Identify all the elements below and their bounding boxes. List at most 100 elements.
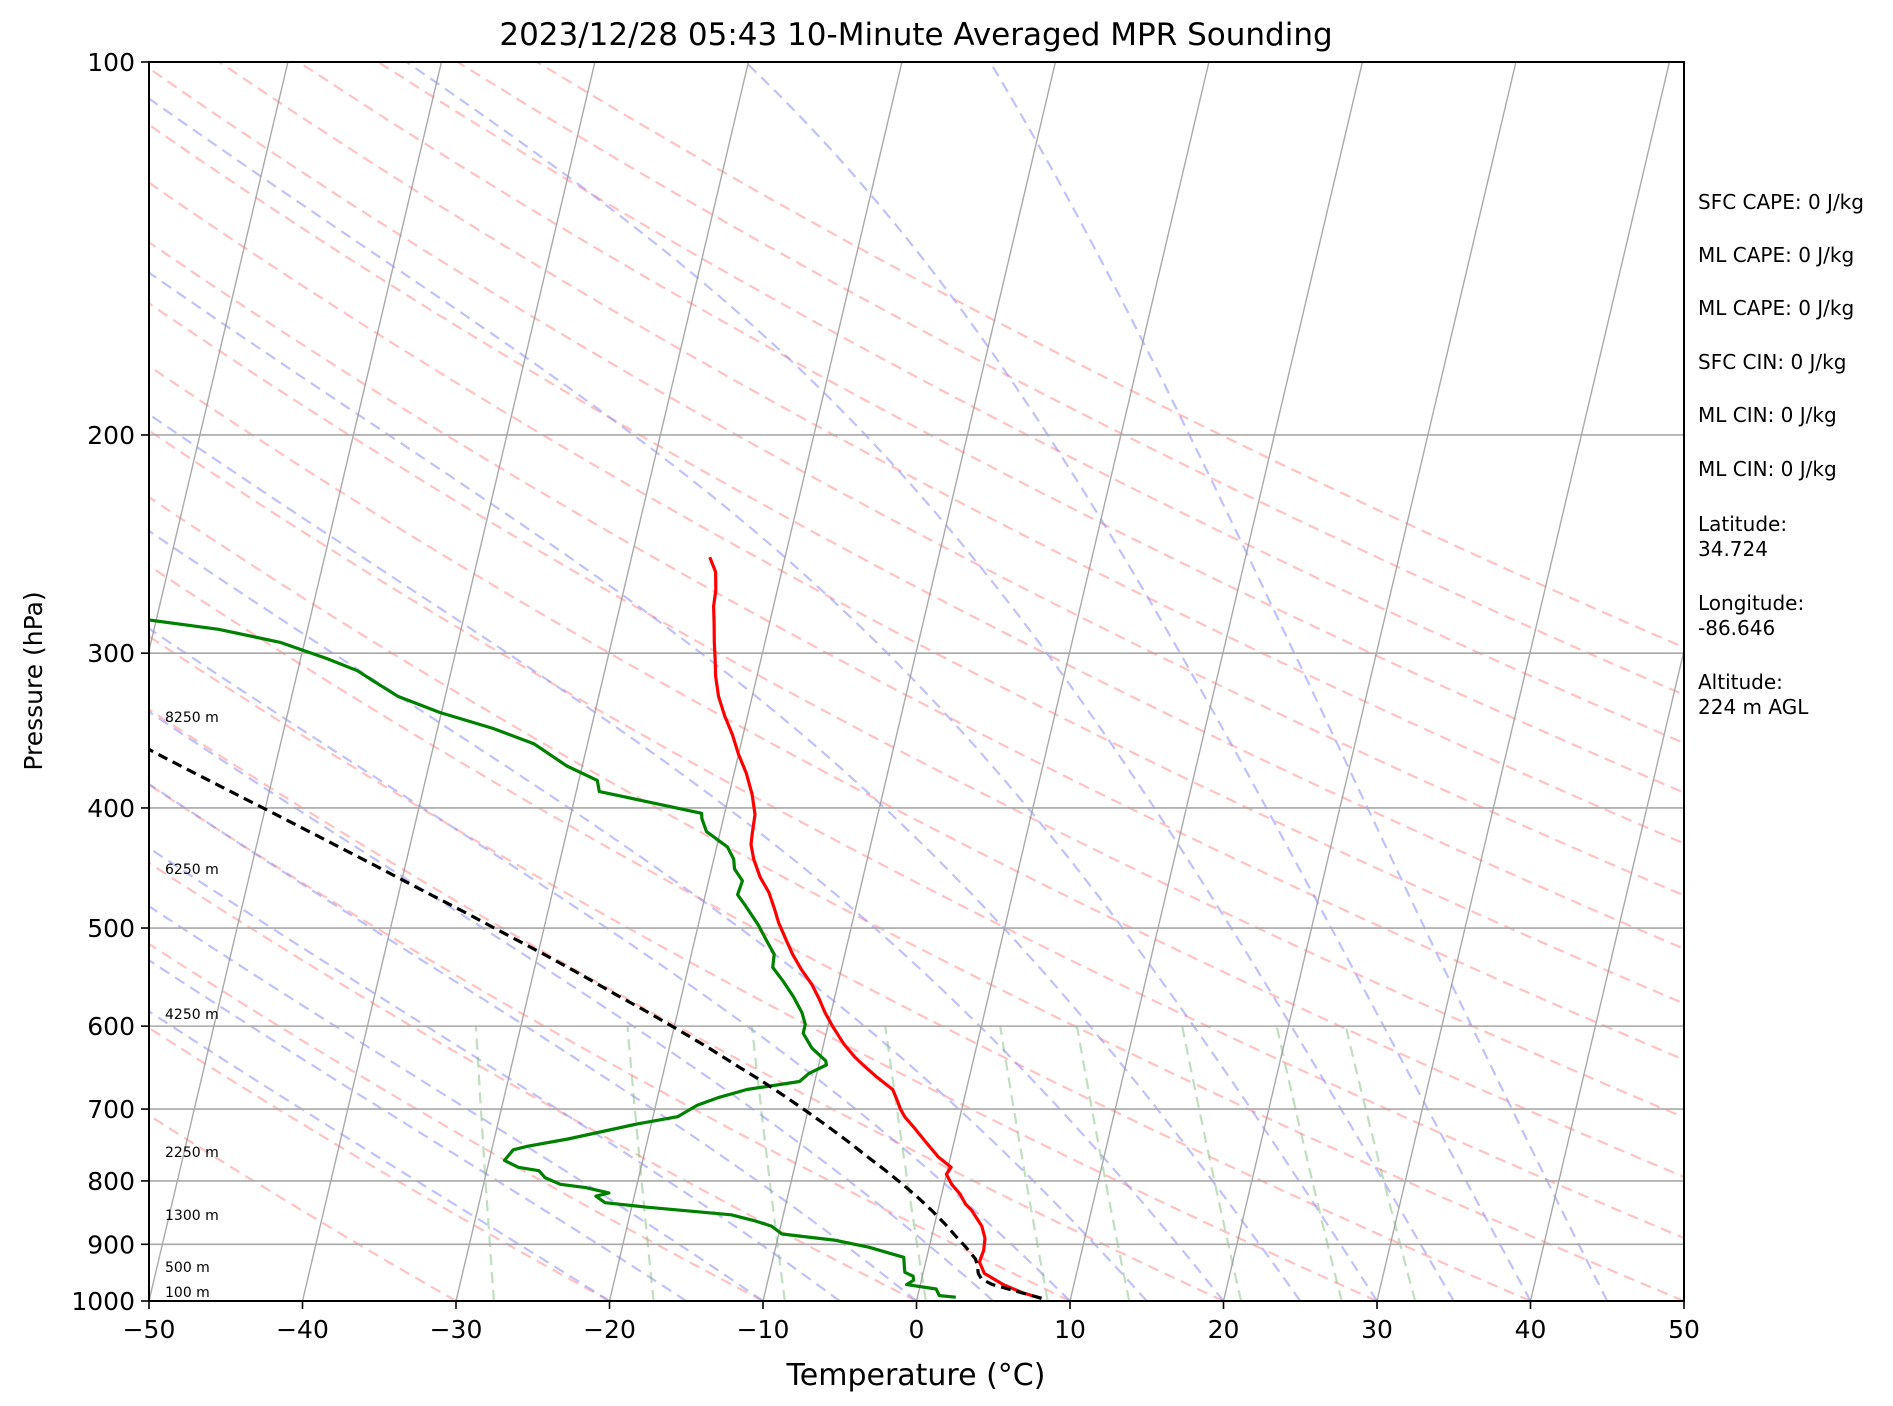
dry-adiabat-line — [149, 301, 1684, 1119]
y-tick-label: 100 — [87, 48, 135, 77]
side-annotation-label: Longitude: — [1698, 591, 1804, 615]
isotherm-line — [608, 62, 903, 1301]
side-annotation-label: ML CAPE: 0 J/kg — [1698, 296, 1854, 320]
isotherm-line — [149, 62, 443, 1301]
side-annotation-label: SFC CIN: 0 J/kg — [1698, 350, 1846, 374]
side-annotations: SFC CAPE: 0 J/kg ML CAPE: 0 J/kg ML CAPE: … — [1698, 190, 1864, 719]
isotherm-line — [455, 62, 750, 1301]
y-tick-label: 400 — [87, 794, 135, 823]
isotherm-line — [1529, 647, 1684, 1301]
moist-adiabat-line — [149, 97, 1378, 1301]
x-tick-label: −30 — [430, 1315, 483, 1344]
moist-adiabat-line — [149, 904, 764, 1301]
x-tick-label: −50 — [123, 1315, 176, 1344]
y-tick-label: 800 — [87, 1167, 135, 1196]
dry-adiabat-line — [536, 62, 1684, 649]
height-label: 100 m — [165, 1285, 210, 1301]
pressure-gridlines — [149, 434, 1684, 1246]
isotherm-line — [915, 62, 1210, 1301]
isotherm-line — [1069, 62, 1364, 1301]
dry-adiabat-line — [149, 364, 1684, 1179]
mixing-ratio-line — [884, 1025, 927, 1301]
isotherm-line — [301, 62, 596, 1301]
height-label: 4250 m — [165, 1007, 219, 1023]
x-axis-label: Temperature (°C) — [786, 1358, 1046, 1393]
side-annotation-label: ML CIN: 0 J/kg — [1698, 457, 1837, 481]
dry-adiabat-line — [149, 861, 917, 1301]
side-annotation-label: ML CIN: 0 J/kg — [1698, 403, 1837, 427]
mixing-ratio-line — [1075, 1025, 1131, 1301]
x-tick-label: 50 — [1668, 1315, 1700, 1344]
y-tick-label: 600 — [87, 1012, 135, 1041]
y-tick-label: 700 — [87, 1095, 135, 1124]
y-tick-label: 300 — [87, 639, 135, 668]
mixing-ratio-line — [626, 1026, 655, 1301]
dry-adiabat-line — [149, 942, 764, 1301]
isotherm-line — [1222, 62, 1517, 1301]
moist-adiabat-line — [149, 627, 1071, 1301]
dry-adiabat-line — [149, 495, 1684, 1301]
series-line-1 — [708, 556, 1042, 1300]
side-annotation-label: ML CAPE: 0 J/kg — [1698, 243, 1854, 267]
x-tick-label: −20 — [583, 1315, 636, 1344]
side-annotation-value: -86.646 — [1698, 616, 1775, 640]
dry-adiabat-line — [377, 62, 1684, 745]
y-ticks: 100 200 300 400 500 600 700 800 900 1000 — [71, 48, 149, 1316]
moist-adiabat-line — [149, 958, 687, 1301]
side-annotation-label: Altitude: — [1698, 670, 1783, 694]
moist-adiabat-line — [149, 782, 918, 1301]
x-tick-label: 0 — [909, 1315, 925, 1344]
mixing-ratio-line — [999, 1025, 1049, 1301]
moist-adiabat-line — [744, 62, 1532, 1301]
mixing-ratio-line — [750, 1025, 786, 1301]
moist-adiabat-line — [989, 62, 1609, 1301]
dry-adiabat-line — [149, 181, 1684, 1005]
mixing-ratio-line — [1275, 1025, 1343, 1301]
side-annotation-label: SFC CAPE: 0 J/kg — [1698, 190, 1864, 214]
background-lines — [149, 62, 1684, 1301]
x-tick-label: −10 — [737, 1315, 790, 1344]
x-tick-label: 30 — [1361, 1315, 1393, 1344]
isotherm-line — [762, 62, 1057, 1301]
x-tick-label: 10 — [1054, 1315, 1086, 1344]
x-ticks: −50 −40 −30 −20 −10 0 10 20 30 40 50 — [123, 1301, 1700, 1344]
isotherm-line — [149, 62, 289, 654]
x-tick-label: −40 — [276, 1315, 329, 1344]
chart-title: 2023/12/28 05:43 10-Minute Averaged MPR … — [499, 17, 1332, 53]
sounding-series — [149, 556, 1042, 1300]
height-label: 8250 m — [165, 710, 219, 726]
height-label: 2250 m — [165, 1145, 219, 1161]
dry-adiabat-line — [149, 429, 1684, 1240]
dry-adiabat-line — [149, 67, 1684, 897]
side-annotation-label: Latitude: — [1698, 512, 1787, 536]
height-label: 1300 m — [165, 1208, 219, 1224]
moist-adiabat-line — [149, 710, 995, 1301]
height-labels: 8250 m 6250 m 4250 m 2250 m 1300 m 500 m 100 m — [165, 710, 219, 1301]
side-annotation-value: 34.724 — [1698, 537, 1768, 561]
y-tick-label: 200 — [87, 421, 135, 450]
isotherm-line — [1376, 62, 1671, 1301]
height-label: 500 m — [165, 1260, 210, 1276]
x-tick-label: 40 — [1515, 1315, 1547, 1344]
y-tick-label: 500 — [87, 914, 135, 943]
moist-adiabat-line — [149, 1010, 611, 1301]
mixing-ratio-line — [1344, 1025, 1417, 1301]
dry-adiabat-line — [149, 1113, 457, 1301]
height-label: 6250 m — [165, 862, 219, 878]
dry-adiabat-line — [149, 564, 1531, 1301]
series-line-2 — [149, 618, 956, 1299]
y-axis-label: Pressure (hPa) — [19, 591, 48, 770]
mixing-ratio-line — [474, 1026, 495, 1301]
y-tick-label: 1000 — [71, 1287, 135, 1316]
series-line-3 — [149, 747, 1042, 1300]
x-tick-label: 20 — [1208, 1315, 1240, 1344]
dry-adiabat-line — [149, 783, 1071, 1301]
moist-adiabat-line — [149, 271, 1302, 1301]
dry-adiabat-line — [298, 62, 1684, 794]
moist-adiabat-line — [406, 62, 1455, 1301]
side-annotation-value: 224 m AGL — [1698, 695, 1809, 719]
y-tick-label: 900 — [87, 1230, 135, 1259]
moist-adiabat-line — [149, 412, 1225, 1301]
dry-adiabat-line — [149, 635, 1378, 1301]
